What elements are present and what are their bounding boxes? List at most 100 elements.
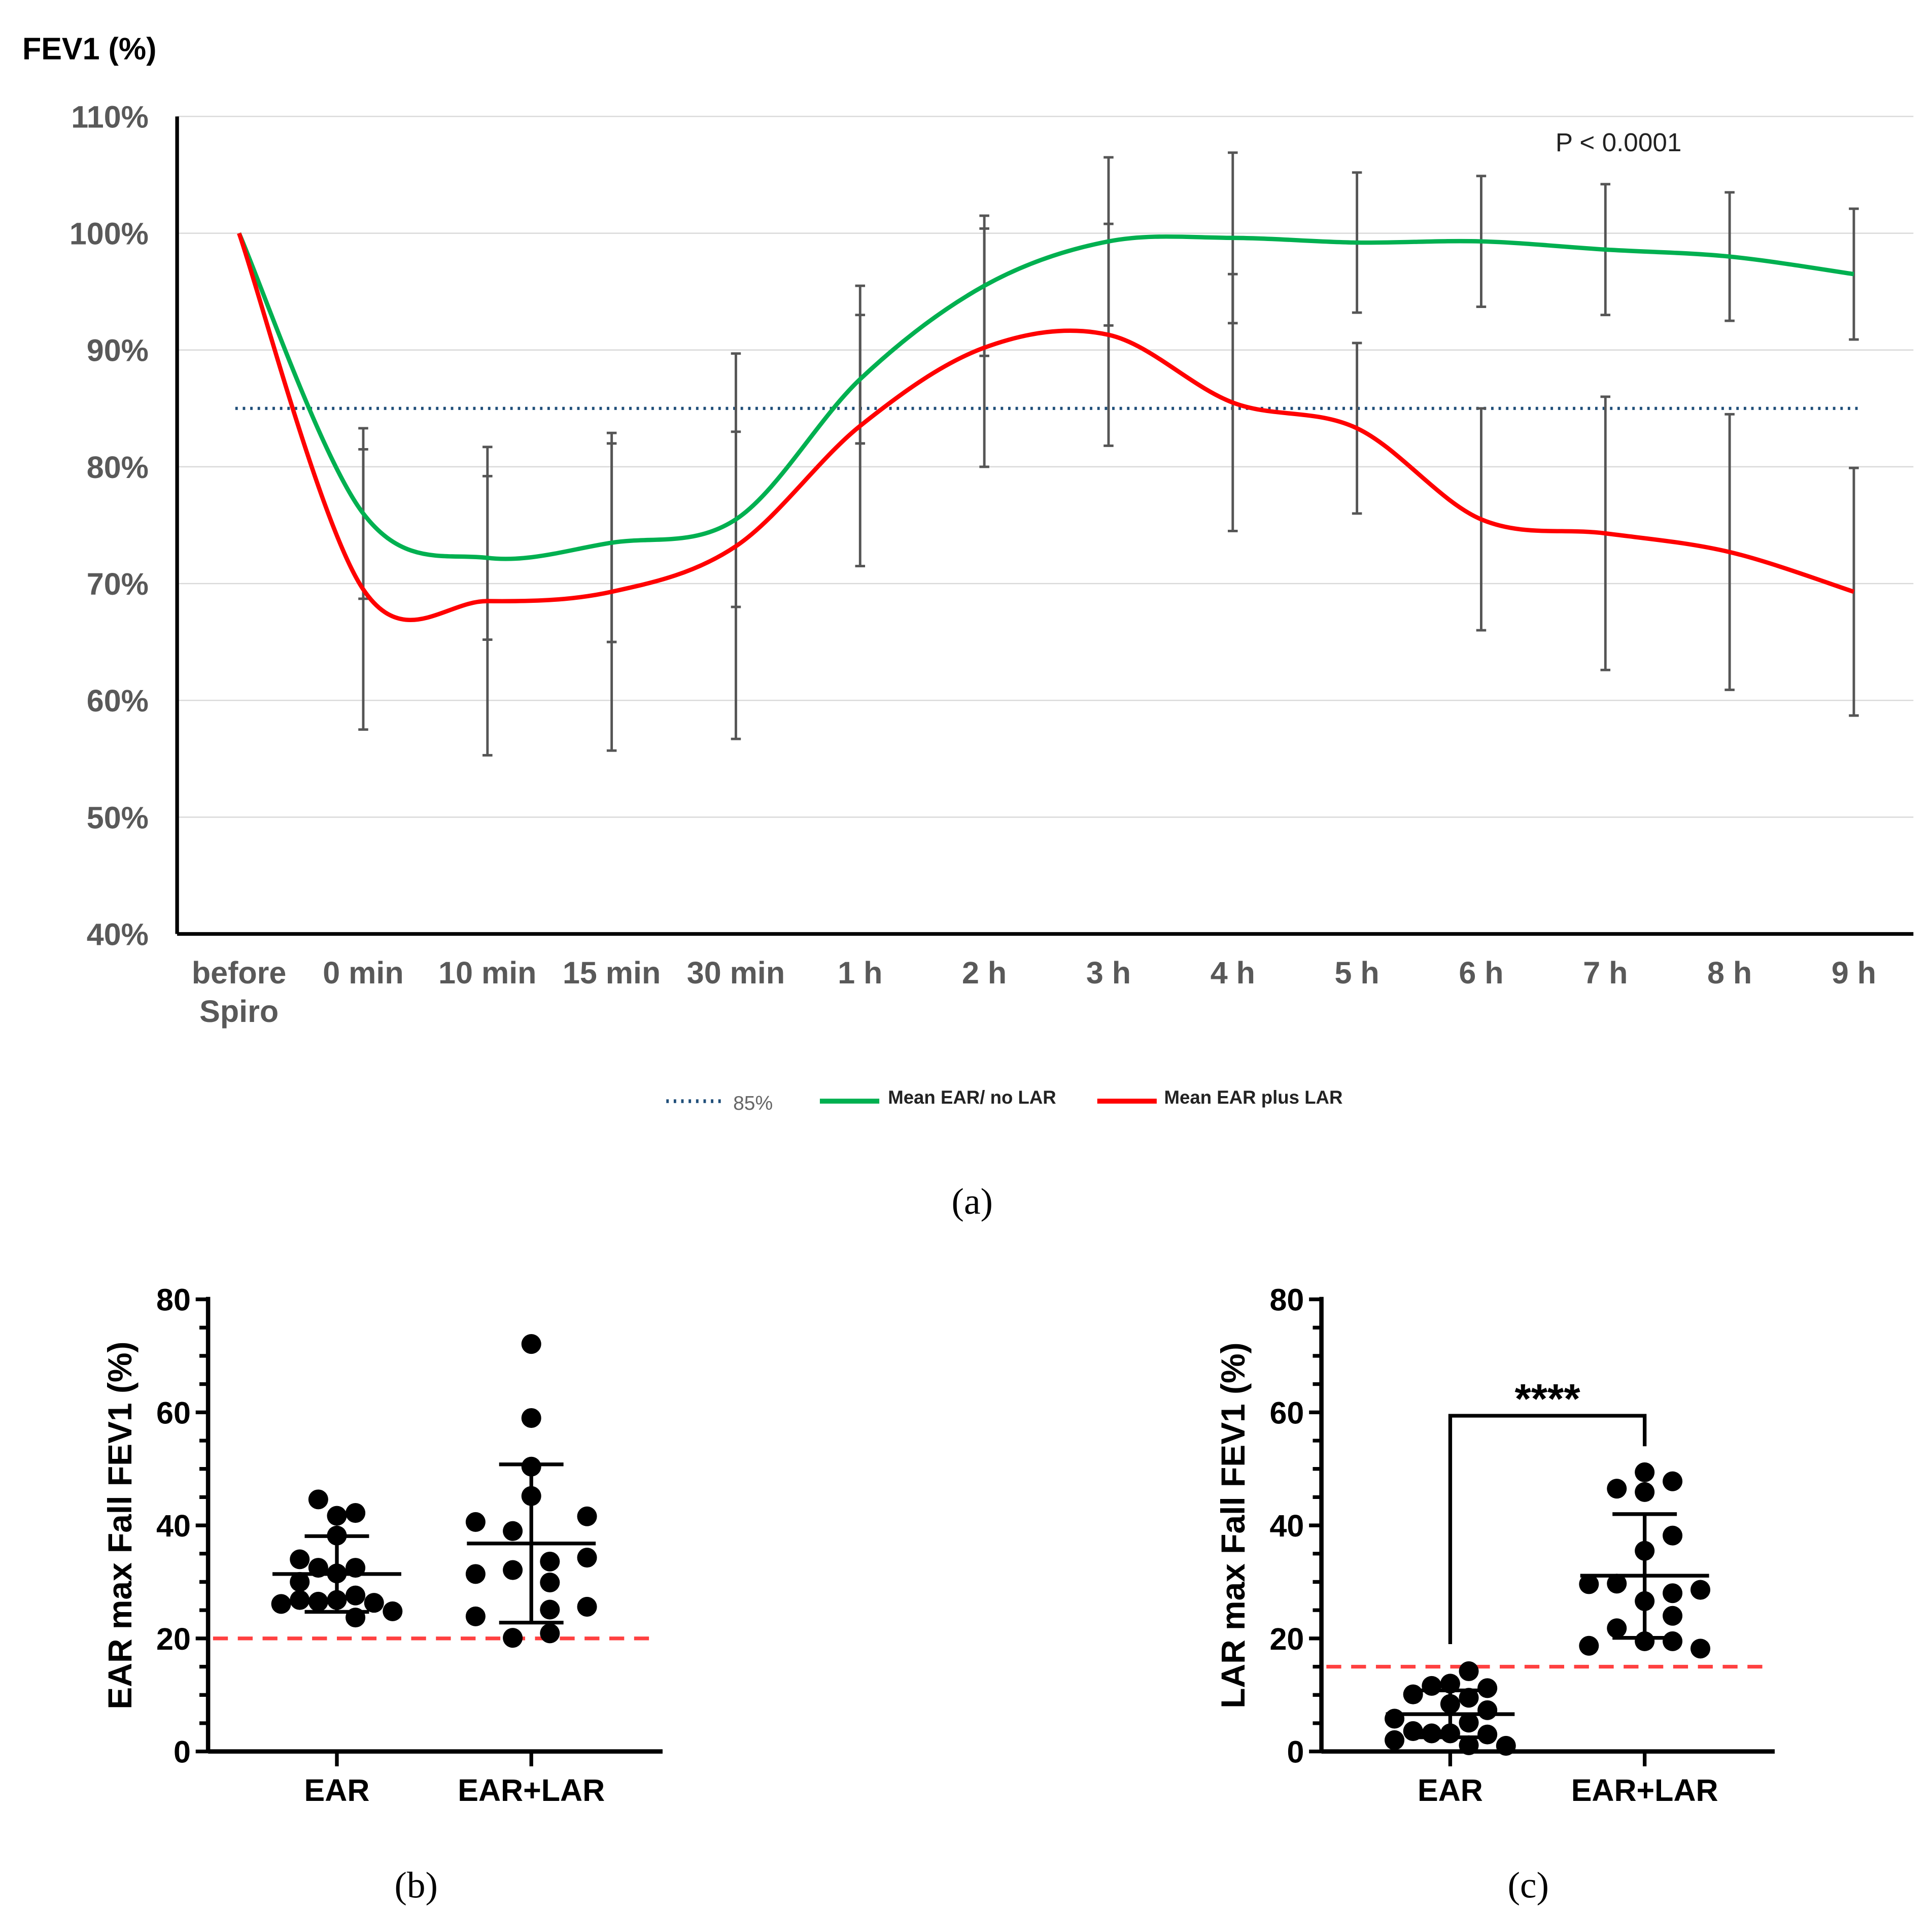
y-tick-label: 60 [1270, 1395, 1304, 1430]
panel-caption-a: (a) [952, 1181, 993, 1222]
x-tick-label: 2 h [962, 956, 1007, 990]
x-tick-label: 5 h [1335, 956, 1379, 990]
y-tick-label: 80 [1270, 1283, 1304, 1317]
data-point [1663, 1525, 1683, 1546]
data-point [465, 1564, 486, 1584]
data-point [290, 1549, 310, 1570]
data-point [1663, 1631, 1683, 1651]
y-tick-label: 110% [71, 99, 149, 134]
panel-caption-c: (c) [1508, 1865, 1549, 1906]
data-point [327, 1506, 347, 1526]
y-tick-label: 60 [156, 1395, 191, 1430]
data-point [1496, 1735, 1516, 1756]
significance-stars: **** [1514, 1375, 1580, 1422]
data-point [1385, 1709, 1405, 1729]
x-tick-label: 1 h [838, 956, 882, 990]
y-tick-label: 0 [174, 1735, 191, 1769]
y-tick-label: 80% [87, 450, 149, 485]
data-point [364, 1593, 384, 1613]
panel-caption-b: (b) [395, 1865, 438, 1906]
x-tick-label: EAR [304, 1773, 370, 1807]
data-point [290, 1572, 310, 1592]
data-point [577, 1596, 597, 1617]
data-point [521, 1334, 541, 1354]
data-point [1385, 1730, 1405, 1750]
data-point [1459, 1735, 1479, 1755]
y-tick-label: 60% [87, 684, 149, 718]
data-point [540, 1599, 560, 1620]
data-point [503, 1560, 523, 1580]
legend-label-85: 85% [733, 1093, 773, 1114]
data-point [1422, 1723, 1442, 1744]
panel-b: 0 20 40 60 80 EAR max Fall FEV1 (%) EAR EAR+LAR… [101, 1283, 663, 1906]
y-tick-label: 20 [156, 1622, 191, 1656]
data-point [1607, 1574, 1627, 1594]
data-point [1477, 1724, 1498, 1745]
y-tick-label: 40 [1270, 1509, 1304, 1543]
data-point [1635, 1462, 1655, 1482]
data-point [1477, 1678, 1498, 1698]
data-point [290, 1590, 310, 1610]
data-point [465, 1512, 486, 1532]
y-tick-label: 20 [1270, 1622, 1304, 1656]
data-point [1579, 1635, 1599, 1656]
data-point [346, 1585, 366, 1606]
legend-label: Mean EAR plus LAR [1164, 1087, 1343, 1108]
data-point [1663, 1583, 1683, 1604]
chart-title: FEV1 (%) [22, 31, 156, 66]
data-point [1690, 1639, 1711, 1659]
panel-c: 0 20 40 60 80 LAR max Fall FEV1 (%) EAR EAR+LAR… [1214, 1283, 1775, 1906]
data-point [1477, 1700, 1498, 1720]
data-point [1459, 1688, 1479, 1708]
x-tick-label: before [192, 956, 286, 990]
x-tick-label: 6 h [1459, 956, 1503, 990]
data-point [577, 1506, 597, 1526]
y-tick-label: 70% [87, 567, 149, 601]
data-point [1403, 1684, 1423, 1704]
data-point [1607, 1618, 1627, 1639]
y-tick-label: 90% [87, 333, 149, 368]
data-point [1663, 1606, 1683, 1626]
x-tick-label: 4 h [1211, 956, 1255, 990]
data-point [1422, 1676, 1442, 1696]
data-point [383, 1601, 403, 1621]
data-point [1635, 1482, 1655, 1502]
y-tick-label: 0 [1287, 1735, 1304, 1769]
x-tick-label: 15 min [563, 956, 661, 990]
data-point [308, 1591, 328, 1612]
x-tick-label: 9 h [1832, 956, 1876, 990]
data-point [1607, 1479, 1627, 1499]
x-tick-label: EAR [1418, 1773, 1483, 1807]
x-tick-label: 7 h [1583, 956, 1628, 990]
data-point [1459, 1661, 1479, 1681]
x-tick-label: 30 min [687, 956, 785, 990]
series-line-ear-plus-lar [237, 232, 1855, 622]
y-axis-label: EAR max Fall FEV1 (%) [101, 1342, 139, 1710]
significance-bracket [1448, 1414, 1647, 1644]
y-tick-label: 80 [156, 1283, 191, 1317]
data-point [1579, 1574, 1599, 1594]
data-point [1459, 1713, 1479, 1733]
y-axis-label: LAR max Fall FEV1 (%) [1214, 1342, 1252, 1708]
data-point [540, 1623, 560, 1644]
data-point [521, 1408, 541, 1428]
p-value-annotation: P < 0.0001 [1556, 128, 1681, 157]
y-tick-label: 40% [87, 917, 149, 951]
data-point [1663, 1471, 1683, 1491]
legend-label: Mean EAR/ no LAR [888, 1087, 1056, 1108]
data-point [465, 1606, 486, 1626]
x-tick-label: Spiro [199, 994, 279, 1029]
y-tick-label: 50% [87, 800, 149, 835]
x-tick-label: 10 min [438, 956, 536, 990]
data-point [346, 1503, 366, 1523]
panel-a: FEV1 (%) 40% 50% 60% 70% 80% 90% 100% 110% before… [22, 31, 1914, 1222]
x-tick-label: 0 min [323, 956, 403, 990]
data-point [540, 1573, 560, 1593]
data-point [503, 1521, 523, 1541]
data-point [503, 1628, 523, 1648]
series-line-ear-no-lar [237, 232, 1854, 561]
x-tick-label: 8 h [1707, 956, 1752, 990]
data-point [577, 1548, 597, 1568]
x-tick-label: EAR+LAR [1571, 1773, 1718, 1807]
